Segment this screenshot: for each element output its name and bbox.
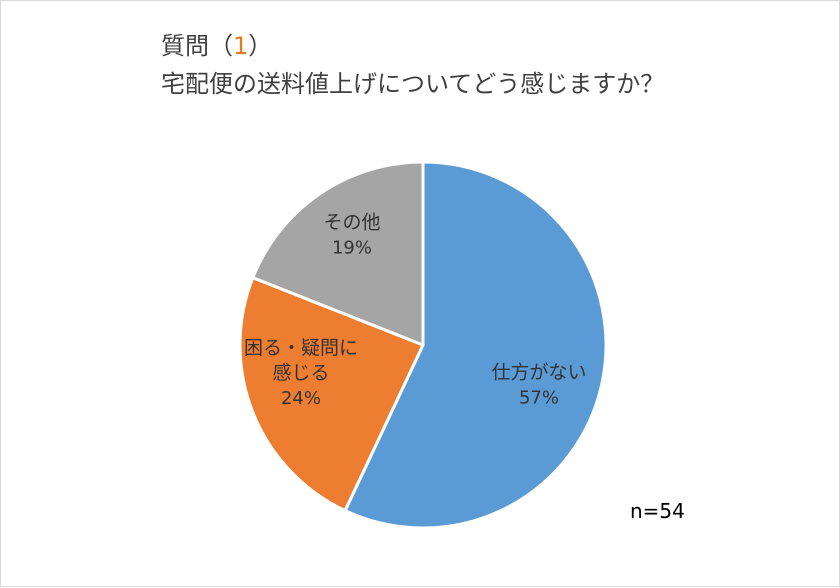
chart-title-line1: 質問（1） (161, 32, 273, 60)
slice-label-3: その他 (323, 212, 380, 234)
sample-size-label: n=54 (630, 499, 685, 523)
chart-title: 質問（1） 宅配便の送料値上げについてどう感じますか？ (161, 27, 664, 103)
pie-slice-1 (343, 160, 608, 530)
slice-label-1: 仕方がない (491, 362, 586, 384)
slice-label-2-line2: 感じる (272, 362, 329, 384)
slice-label-2-line1: 困る・疑問に (244, 337, 358, 359)
slice-percent-3: 19% (332, 238, 372, 259)
pie-slice-2 (238, 276, 425, 513)
pie-slice-3 (251, 160, 425, 347)
slice-percent-1: 57% (519, 388, 559, 409)
slice-percent-2: 24% (281, 388, 321, 409)
chart-title-line2: 宅配便の送料値上げについてどう感じますか？ (161, 70, 665, 98)
